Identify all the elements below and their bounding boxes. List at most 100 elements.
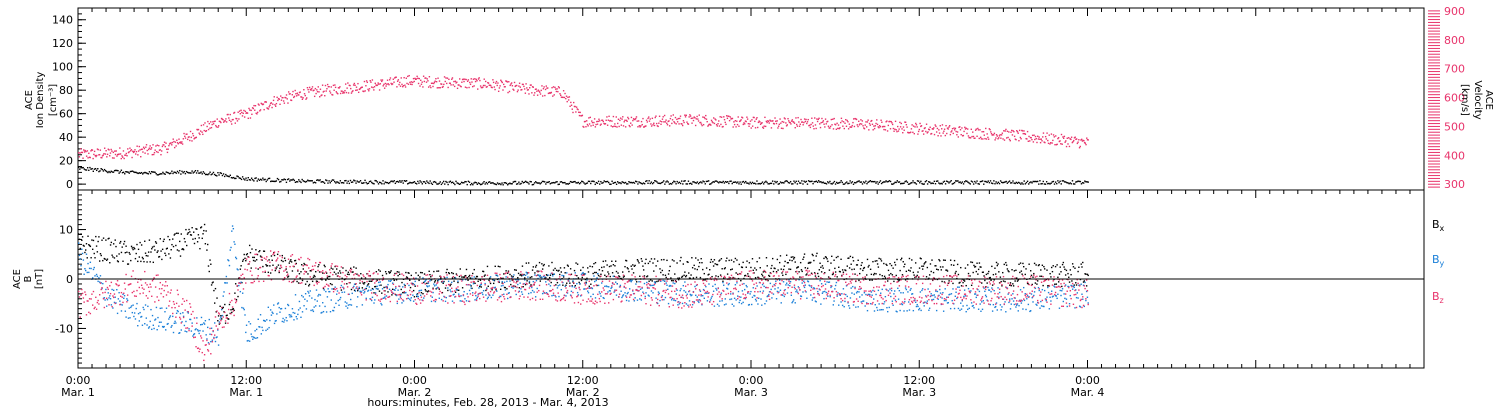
point-bx [730, 259, 733, 261]
point-velocity [718, 125, 721, 127]
point-ion-density [145, 172, 147, 174]
point-ion-density [784, 180, 786, 183]
point-by [791, 301, 793, 304]
point-bx [672, 280, 674, 282]
point-ion-density [1049, 183, 1051, 185]
point-velocity [1028, 135, 1030, 138]
point-by [356, 296, 359, 298]
point-velocity [645, 125, 647, 127]
point-by [412, 300, 415, 302]
point-bx [909, 270, 911, 272]
point-bx [102, 237, 105, 239]
point-velocity [538, 90, 540, 92]
point-ion-density [765, 180, 767, 183]
point-bx [410, 274, 413, 277]
point-bx [133, 246, 135, 249]
point-bx [188, 228, 190, 231]
point-by [653, 281, 656, 283]
point-velocity [422, 86, 424, 88]
point-velocity [396, 86, 398, 88]
point-velocity [553, 94, 555, 96]
point-bx [329, 275, 331, 278]
point-velocity [919, 122, 921, 125]
point-velocity [246, 112, 248, 114]
point-bx [308, 283, 311, 286]
point-by [144, 304, 147, 306]
point-velocity [311, 86, 314, 88]
point-ion-density [247, 176, 249, 179]
point-velocity [855, 118, 857, 120]
point-bx [599, 275, 601, 278]
x-tick-date: Mar. 3 [902, 386, 936, 399]
point-ion-density [522, 182, 525, 184]
point-velocity [871, 119, 873, 122]
point-velocity [529, 84, 532, 86]
point-bx [834, 267, 836, 270]
point-bx [568, 277, 570, 280]
point-ion-density [570, 181, 573, 183]
point-ion-density [839, 181, 841, 184]
point-velocity [380, 79, 382, 81]
point-bx [297, 270, 299, 272]
point-by [211, 339, 214, 341]
point-velocity [628, 124, 630, 127]
point-by [427, 282, 430, 284]
point-ion-density [634, 180, 637, 182]
point-by [693, 301, 695, 303]
point-ion-density [676, 180, 678, 183]
point-velocity [223, 121, 225, 123]
point-velocity [91, 149, 94, 151]
point-bx [647, 262, 650, 265]
point-velocity [297, 94, 299, 96]
point-ion-density [674, 181, 676, 183]
point-bx [638, 262, 640, 264]
point-velocity [238, 110, 241, 112]
point-velocity [152, 144, 154, 146]
point-by [604, 285, 606, 288]
point-bx [970, 261, 972, 263]
point-ion-density [618, 182, 620, 184]
point-ion-density [1075, 181, 1077, 183]
point-by [368, 286, 371, 288]
point-ion-density [1001, 181, 1003, 184]
point-velocity [850, 126, 852, 128]
point-bx [300, 271, 302, 273]
point-velocity [451, 77, 454, 79]
point-velocity [955, 130, 957, 133]
point-ion-density [751, 181, 754, 184]
point-velocity [184, 135, 186, 138]
point-ion-density [291, 179, 293, 181]
point-velocity [947, 128, 949, 130]
point-bx [859, 272, 861, 275]
point-by [675, 293, 678, 295]
point-velocity [495, 80, 498, 83]
point-velocity [526, 89, 529, 91]
point-bx [586, 277, 588, 280]
point-velocity [397, 79, 400, 81]
point-by [677, 301, 680, 303]
point-velocity [159, 149, 161, 151]
point-velocity [150, 148, 152, 150]
point-by [665, 282, 667, 284]
point-velocity [1000, 137, 1002, 139]
point-velocity [153, 153, 155, 156]
point-ion-density [747, 182, 749, 184]
x-tick-date: Mar. 2 [566, 386, 600, 399]
point-by [247, 339, 249, 342]
point-velocity [968, 136, 970, 139]
point-bx [821, 265, 824, 267]
point-bx [918, 276, 920, 279]
point-ion-density [112, 171, 115, 173]
point-velocity [891, 122, 893, 124]
point-bx [86, 257, 88, 259]
point-ion-density [627, 183, 629, 185]
point-velocity [1047, 142, 1050, 145]
point-velocity [407, 75, 409, 78]
point-ion-density [179, 169, 181, 172]
point-ion-density [605, 180, 608, 183]
point-ion-density [256, 180, 258, 182]
point-bx [269, 272, 272, 274]
point-velocity [775, 120, 777, 122]
point-ion-density [815, 180, 818, 182]
point-bx [316, 280, 318, 283]
